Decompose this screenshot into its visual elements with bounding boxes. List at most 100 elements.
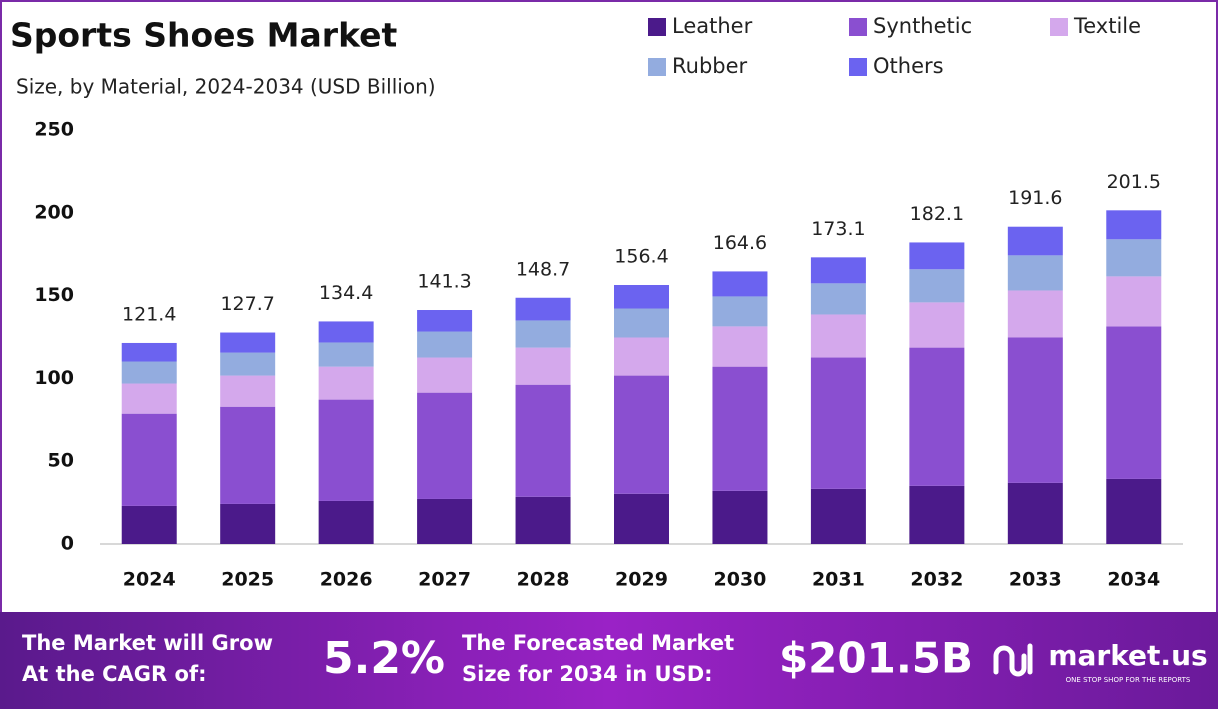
bar-segment [121,361,177,384]
bar-segment [1106,276,1162,327]
total-label: 164.6 [713,232,767,254]
forecast-text: Size for 2034 in USD: [462,662,713,686]
legend-label: Leather [672,14,753,38]
x-tick-label: 2028 [517,569,570,591]
x-tick-label: 2032 [910,569,963,591]
bar-segment [909,269,965,303]
bar-segment [712,296,768,327]
cagr-text: The Market will Grow [22,631,273,655]
bar-segment [1106,326,1162,479]
bar-segment [220,332,276,353]
bar-segment [1106,239,1162,277]
legend-label: Others [873,54,944,78]
chart-title: Sports Shoes Market [10,16,398,55]
bar-segment [614,285,669,309]
bar-segment [318,366,374,400]
y-tick-label: 200 [34,201,74,223]
bar-segment [810,488,866,544]
bar-segment [712,366,768,491]
forecast-value: $201.5B [779,634,973,683]
bar-segment [1007,482,1063,544]
bar-segment [614,308,669,338]
bar-segment [614,337,669,376]
bar-segment [810,257,866,284]
footer-banner [0,612,1218,709]
cagr-text: At the CAGR of: [22,662,207,686]
bar-segment [220,406,276,504]
bar-segment [712,271,768,297]
chart-subtitle: Size, by Material, 2024-2034 (USD Billio… [16,75,436,99]
x-tick-label: 2026 [320,569,373,591]
bar-segment [220,352,276,376]
bar-segment [1106,210,1162,240]
legend-swatch [648,58,666,76]
bar-segment [909,242,965,270]
bar-segment [515,496,571,544]
x-tick-label: 2025 [221,569,274,591]
x-tick-label: 2031 [812,569,865,591]
total-label: 127.7 [220,293,274,315]
bar-segment [121,383,177,414]
bar-segment [909,302,965,348]
bar-segment [712,326,768,367]
legend-label: Textile [1073,14,1141,38]
brand-tagline: ONE STOP SHOP FOR THE REPORTS [1066,676,1191,684]
bar-segment [515,384,571,497]
bar-segment [614,493,669,544]
brand-name: market.us [1048,639,1207,672]
total-label: 182.1 [910,203,964,225]
bar-segment [810,283,866,315]
cagr-value: 5.2% [323,633,445,684]
total-label: 191.6 [1008,187,1062,209]
legend-swatch [1050,18,1068,36]
y-tick-label: 50 [48,450,74,472]
bar-segment [121,413,177,506]
bar-segment [1007,226,1063,256]
forecast-text: The Forecasted Market [462,631,734,655]
y-tick-label: 150 [34,284,74,306]
total-label: 134.4 [319,282,373,304]
total-label: 156.4 [614,246,668,268]
bar-segment [515,320,571,348]
bar-segment [220,503,276,544]
bar-segment [614,375,669,494]
legend-swatch [849,18,867,36]
x-tick-label: 2029 [615,569,668,591]
x-tick-label: 2027 [418,569,471,591]
bar-segment [318,321,374,343]
bar-segment [318,399,374,501]
bar-segment [515,297,571,321]
total-label: 201.5 [1107,171,1161,193]
legend-swatch [648,18,666,36]
bar-segment [417,310,473,332]
bar-segment [1007,337,1063,483]
x-tick-label: 2033 [1009,569,1062,591]
y-tick-label: 100 [34,367,74,389]
bar-segment [1007,290,1063,338]
bar-segment [909,347,965,486]
bar-segment [417,498,473,544]
bar-segment [417,331,473,358]
x-tick-label: 2024 [123,569,176,591]
legend-label: Rubber [672,54,748,78]
y-tick-label: 0 [61,533,74,555]
y-tick-label: 250 [34,119,74,141]
bar-segment [417,357,473,393]
bar-segment [121,505,177,544]
x-tick-label: 2030 [714,569,767,591]
brand-logo [993,643,1033,677]
total-label: 141.3 [417,271,471,293]
bar-segment [810,357,866,489]
bar-segment [712,490,768,544]
bar-segment [318,342,374,367]
total-label: 121.4 [122,303,176,325]
total-label: 173.1 [811,218,865,240]
bar-segment [810,314,866,358]
legend-label: Synthetic [873,14,972,38]
bar-segment [909,485,965,544]
bar-segment [220,375,276,407]
x-tick-label: 2034 [1107,569,1160,591]
bar-segment [121,342,177,362]
bar-segment [318,500,374,544]
